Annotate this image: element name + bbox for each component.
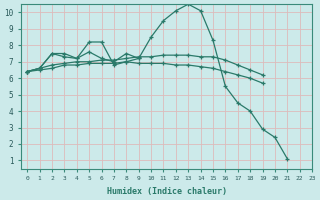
X-axis label: Humidex (Indice chaleur): Humidex (Indice chaleur)	[107, 187, 227, 196]
